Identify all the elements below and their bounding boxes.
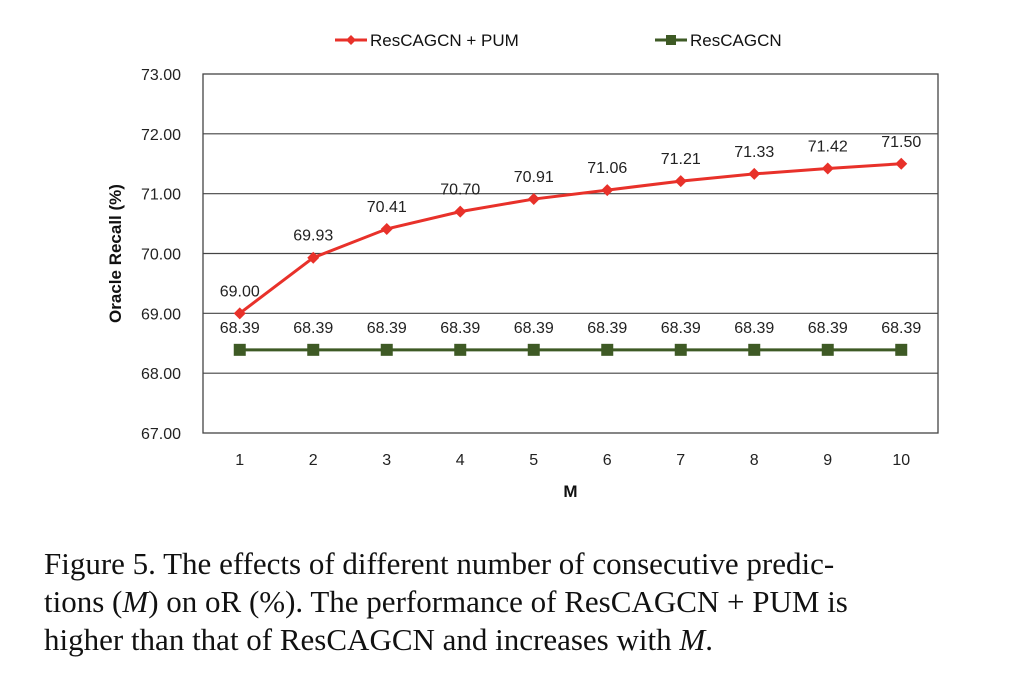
data-label: 69.00 bbox=[220, 283, 260, 300]
data-label: 70.70 bbox=[440, 182, 480, 199]
x-axis-ticks: 1 2 3 4 5 6 7 8 9 10 bbox=[235, 452, 910, 469]
data-point-diamond bbox=[601, 184, 614, 197]
y-tick-label: 69.00 bbox=[141, 306, 181, 323]
caption-text: ) on oR (%). The performance of ResCAGCN… bbox=[148, 584, 848, 619]
caption-line-3: higher than that of ResCAGCN and increas… bbox=[44, 621, 1004, 659]
y-axis-label: Oracle Recall (%) bbox=[106, 184, 125, 323]
data-label: 71.50 bbox=[881, 134, 921, 151]
data-point-square bbox=[307, 343, 320, 356]
series-rescagcn: 68.39 68.39 68.39 68.39 68.39 68.39 68.39 68.39… bbox=[220, 320, 921, 356]
caption-text: higher than that of ResCAGCN and increas… bbox=[44, 622, 680, 657]
data-label: 70.41 bbox=[367, 199, 407, 216]
legend-item-rescagcn: ResCAGCN bbox=[655, 31, 782, 50]
data-label: 68.39 bbox=[293, 320, 333, 337]
y-tick-label: 71.00 bbox=[141, 187, 181, 204]
legend-marker-square bbox=[666, 35, 676, 45]
caption-math-m: M bbox=[122, 584, 149, 619]
caption-text: tions ( bbox=[44, 584, 123, 619]
plot-area-frame bbox=[202, 73, 939, 434]
y-tick-label: 67.00 bbox=[141, 426, 181, 443]
legend-label: ResCAGCN bbox=[690, 31, 782, 50]
y-tick-label: 72.00 bbox=[141, 127, 181, 144]
legend: ResCAGCN + PUM ResCAGCN bbox=[335, 31, 782, 50]
y-tick-label: 73.00 bbox=[141, 67, 181, 84]
data-point-diamond bbox=[454, 205, 467, 218]
x-tick-label: 8 bbox=[750, 452, 759, 469]
data-point-diamond bbox=[307, 251, 320, 264]
data-point-square bbox=[821, 343, 834, 356]
caption-math-m: M bbox=[679, 622, 706, 657]
x-tick-label: 1 bbox=[235, 452, 244, 469]
data-point-square bbox=[895, 343, 908, 356]
x-tick-label: 5 bbox=[529, 452, 538, 469]
data-label: 68.39 bbox=[808, 320, 848, 337]
series-rescagcn-pum: 69.00 69.93 70.41 70.70 70.91 71.06 71.21 71.33… bbox=[220, 134, 921, 320]
data-label: 71.33 bbox=[734, 144, 774, 161]
data-label: 68.39 bbox=[220, 320, 260, 337]
data-point-diamond bbox=[674, 175, 687, 188]
y-tick-label: 70.00 bbox=[141, 247, 181, 264]
line-chart: ResCAGCN + PUM ResCAGCN 67.00 68.00 69.00 70… bbox=[106, 31, 939, 501]
x-tick-label: 4 bbox=[456, 452, 465, 469]
series-layer: 69.00 69.93 70.41 70.70 70.91 71.06 71.21 71.33… bbox=[220, 134, 921, 356]
data-label: 71.06 bbox=[587, 160, 627, 177]
data-point-square bbox=[454, 343, 467, 356]
caption-line-1: Figure 5. The effects of different numbe… bbox=[44, 546, 835, 581]
y-tick-label: 68.00 bbox=[141, 366, 181, 383]
data-label: 68.39 bbox=[734, 320, 774, 337]
caption-text: . bbox=[705, 622, 713, 657]
data-point-square bbox=[380, 343, 393, 356]
y-axis-ticks: 67.00 68.00 69.00 70.00 71.00 72.00 73.00 bbox=[141, 67, 181, 443]
figure-caption: Figure 5. The effects of different numbe… bbox=[44, 545, 1004, 659]
data-point-square bbox=[527, 343, 540, 356]
x-tick-label: 2 bbox=[309, 452, 318, 469]
data-label: 68.39 bbox=[661, 320, 701, 337]
caption-line-2: tions (M) on oR (%). The performance of … bbox=[44, 583, 1004, 621]
data-point-diamond bbox=[233, 307, 246, 320]
data-point-square bbox=[233, 343, 246, 356]
data-label: 70.91 bbox=[514, 169, 554, 186]
data-label: 68.39 bbox=[881, 320, 921, 337]
data-point-diamond bbox=[895, 157, 908, 170]
data-label: 68.39 bbox=[587, 320, 627, 337]
legend-marker-diamond bbox=[346, 35, 356, 45]
x-axis-label: M bbox=[563, 482, 577, 501]
data-label: 71.42 bbox=[808, 139, 848, 156]
data-point-diamond bbox=[527, 193, 540, 206]
legend-item-rescagcn-pum: ResCAGCN + PUM bbox=[335, 31, 519, 50]
data-label: 68.39 bbox=[514, 320, 554, 337]
data-label: 68.39 bbox=[367, 320, 407, 337]
data-point-square bbox=[674, 343, 687, 356]
x-tick-label: 3 bbox=[382, 452, 391, 469]
x-tick-label: 7 bbox=[676, 452, 685, 469]
x-tick-label: 10 bbox=[892, 452, 910, 469]
data-point-diamond bbox=[380, 222, 393, 235]
x-tick-label: 9 bbox=[823, 452, 832, 469]
series-line bbox=[238, 162, 902, 315]
data-point-diamond bbox=[748, 167, 761, 180]
data-point-diamond bbox=[821, 162, 834, 175]
data-label: 71.21 bbox=[661, 151, 701, 168]
data-label: 69.93 bbox=[293, 228, 333, 245]
data-label: 68.39 bbox=[440, 320, 480, 337]
legend-label: ResCAGCN + PUM bbox=[370, 31, 519, 50]
data-point-square bbox=[601, 343, 614, 356]
data-point-square bbox=[748, 343, 761, 356]
x-tick-label: 6 bbox=[603, 452, 612, 469]
